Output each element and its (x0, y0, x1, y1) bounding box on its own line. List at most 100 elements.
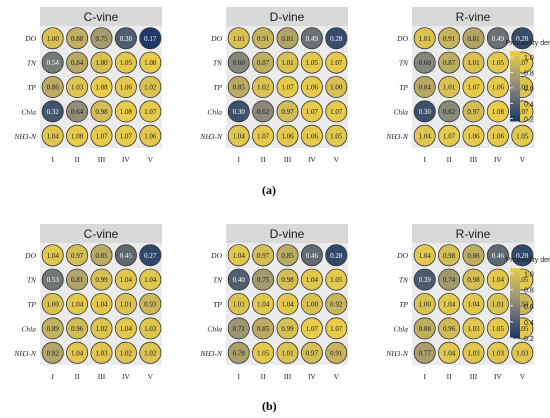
density-cell (41, 317, 64, 340)
density-cell (413, 268, 436, 291)
cell-value-label: 1.05 (257, 349, 270, 357)
cell-value-label: 1.05 (330, 276, 343, 284)
cell-value-label: 1.07 (281, 84, 294, 92)
legend-gradient-step (510, 98, 520, 102)
density-cell (462, 341, 485, 364)
cell-value-label: 1.07 (120, 132, 133, 140)
row-label: DO (24, 34, 36, 43)
column-label: V (520, 372, 526, 381)
cell-value-label: 0.81 (281, 35, 294, 43)
density-cell (325, 244, 348, 267)
cell-value-label: 1.08 (144, 59, 157, 67)
density-cell (462, 100, 485, 123)
legend-gradient-step (510, 91, 520, 94)
density-cell (511, 244, 534, 267)
cell-value-label: 0.38 (120, 35, 133, 43)
density-cell (66, 244, 89, 267)
density-cell (276, 268, 299, 291)
density-cell (438, 341, 461, 364)
row-label: TP (399, 83, 408, 92)
density-cell (139, 76, 162, 99)
cell-value-label: 1.07 (443, 132, 456, 140)
density-cell (41, 100, 64, 123)
legend-gradient-step (510, 288, 520, 291)
density-cell (300, 292, 323, 315)
panel-title-strip (40, 7, 162, 26)
cell-value-label: 0.89 (47, 325, 60, 333)
density-cell (114, 27, 137, 50)
legend-gradient-step (510, 111, 520, 114)
cell-value-label: 0.97 (281, 108, 294, 116)
density-cell (139, 317, 162, 340)
cell-value-label: 0.27 (144, 252, 157, 260)
density-cell (252, 76, 275, 99)
density-cell (325, 124, 348, 147)
cell-value-label: 1.04 (306, 276, 319, 284)
cell-value-label: 0.86 (467, 252, 480, 260)
cell-value-label: 1.03 (492, 349, 505, 357)
density-cell (486, 51, 509, 74)
density-cell (438, 244, 461, 267)
cell-value-label: 1.05 (516, 132, 529, 140)
column-label: IV (122, 372, 130, 381)
legend-tick-label: 0.6 (524, 86, 534, 93)
density-cell (438, 317, 461, 340)
column-label: V (520, 155, 526, 164)
density-cell (438, 27, 461, 50)
row-label: TP (27, 83, 36, 92)
legend-gradient-step (510, 305, 520, 309)
cell-value-label: 1.07 (306, 325, 319, 333)
legend-gradient-step (510, 315, 520, 319)
density-cell (413, 292, 436, 315)
cell-value-label: 0.17 (144, 35, 157, 43)
density-cell (325, 76, 348, 99)
cell-value-label: 1.04 (233, 252, 246, 260)
panel-title: D-vine (270, 227, 305, 241)
panel-title: R-vine (456, 227, 491, 241)
row-label: Chla (207, 324, 222, 333)
density-cell (486, 268, 509, 291)
cell-value-label: 1.07 (516, 59, 529, 67)
cell-value-label: 1.06 (492, 132, 505, 140)
row-label: TN (213, 59, 223, 68)
legend-tick-label: 0.8 (524, 71, 534, 78)
density-cell (511, 27, 534, 50)
density-cell (252, 124, 275, 147)
density-cell (41, 341, 64, 364)
legend-gradient-step (510, 101, 520, 104)
density-cell (438, 268, 461, 291)
cell-value-label: 1.07 (95, 132, 108, 140)
legend-gradient-step (510, 300, 520, 304)
density-cell (462, 268, 485, 291)
row-label: Chla (393, 324, 408, 333)
cell-value-label: 0.32 (47, 108, 60, 116)
cell-value-label: 0.84 (71, 59, 84, 67)
cell-value-label: 1.06 (492, 84, 505, 92)
density-cell (413, 341, 436, 364)
cell-value-label: 0.82 (47, 349, 60, 357)
row-label: TN (399, 59, 409, 68)
cell-value-label: 0.40 (233, 276, 246, 284)
cell-value-label: 0.60 (233, 59, 246, 67)
density-cell (41, 292, 64, 315)
legend-gradient-step (510, 66, 520, 69)
row-label: TN (399, 276, 409, 285)
cell-value-label: 0.96 (443, 325, 456, 333)
cell-value-label: 0.74 (443, 276, 456, 284)
density-cell (325, 268, 348, 291)
cell-value-label: 1.04 (71, 349, 84, 357)
legend-gradient-step (510, 51, 520, 54)
column-label: III (284, 155, 292, 164)
cell-value-label: 0.99 (95, 276, 108, 284)
row-label: TP (27, 300, 36, 309)
density-cell (90, 244, 113, 267)
density-cell (41, 51, 64, 74)
cell-value-label: 1.04 (281, 301, 294, 309)
cell-value-label: 1.04 (467, 301, 480, 309)
panel-title-strip (412, 7, 534, 26)
legend-gradient-step (510, 268, 520, 271)
row-label: TP (213, 83, 222, 92)
cell-value-label: 1.02 (516, 84, 529, 92)
cell-value-label: 0.28 (330, 252, 343, 260)
cell-value-label: 1.01 (233, 301, 246, 309)
